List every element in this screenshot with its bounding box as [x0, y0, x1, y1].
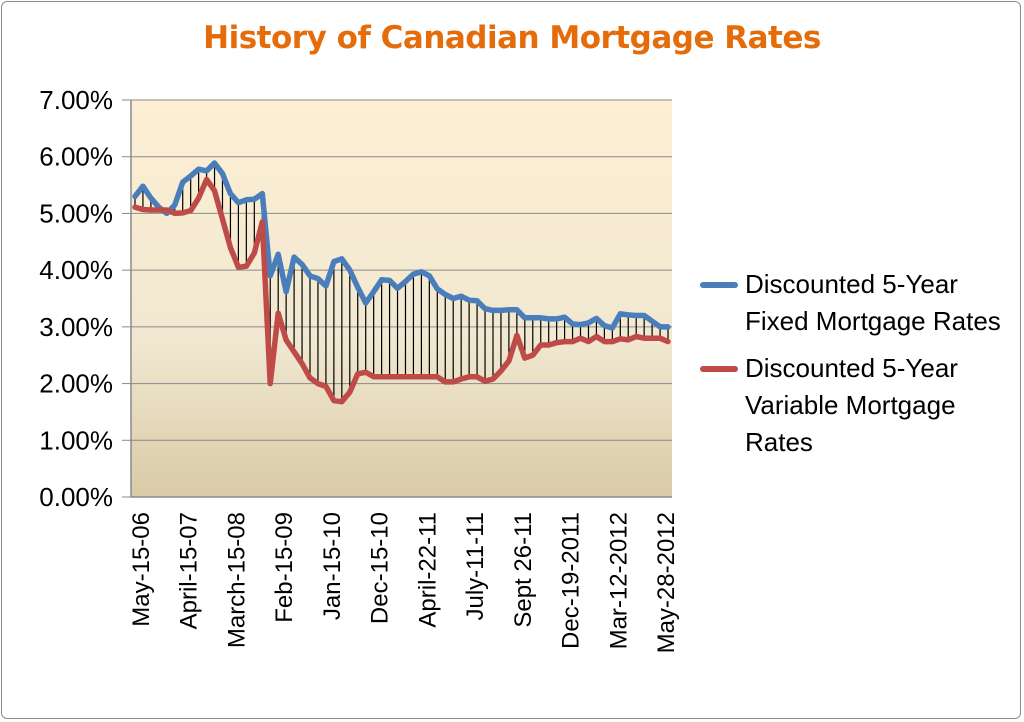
x-tick-label: Mar-12-2012 [605, 512, 632, 649]
x-tick-label: Dec-19-2011 [558, 512, 585, 649]
legend-label-fixed: Discounted 5-Year Fixed Mortgage Rates [745, 269, 1001, 336]
series-line-fixed [132, 160, 671, 331]
x-tick-label: Feb-15-09 [271, 512, 298, 623]
legend-swatch-fixed [700, 282, 738, 288]
x-tick-label: May-28-2012 [653, 512, 680, 653]
series-line-variable [132, 176, 671, 405]
y-tick-label: 5.00% [39, 198, 113, 228]
legend: Discounted 5-Year Fixed Mortgage Rates D… [698, 266, 1018, 469]
y-tick-label: 7.00% [39, 85, 113, 115]
x-tick-label: Sept 26-11 [510, 512, 537, 628]
legend-swatch-variable [700, 366, 738, 372]
x-tick-label: April-22-11 [414, 512, 441, 628]
x-tick-label: Dec-15-10 [367, 512, 394, 624]
legend-item-variable: Discounted 5-Year Variable Mortgage Rate… [698, 350, 1018, 461]
x-tick-label: April-15-07 [176, 512, 203, 629]
plot-area [131, 100, 672, 497]
y-tick-label: 4.00% [39, 255, 113, 285]
x-tick-label: Jan-15-10 [319, 512, 346, 620]
y-tick-label: 0.00% [39, 482, 113, 512]
x-tick-label: July-11-11 [462, 512, 489, 621]
y-tick-label: 6.00% [39, 142, 113, 172]
legend-label-variable: Discounted 5-Year Variable Mortgage Rate… [745, 353, 958, 457]
y-tick-label: 3.00% [39, 312, 113, 342]
legend-item-fixed: Discounted 5-Year Fixed Mortgage Rates [698, 266, 1018, 340]
chart-title: History of Canadian Mortgage Rates [203, 20, 821, 56]
y-tick-label: 2.00% [39, 369, 113, 399]
y-tick-label: 1.00% [39, 425, 113, 455]
x-tick-label: March-15-08 [223, 512, 250, 648]
x-tick-label: May-15-06 [128, 512, 155, 627]
